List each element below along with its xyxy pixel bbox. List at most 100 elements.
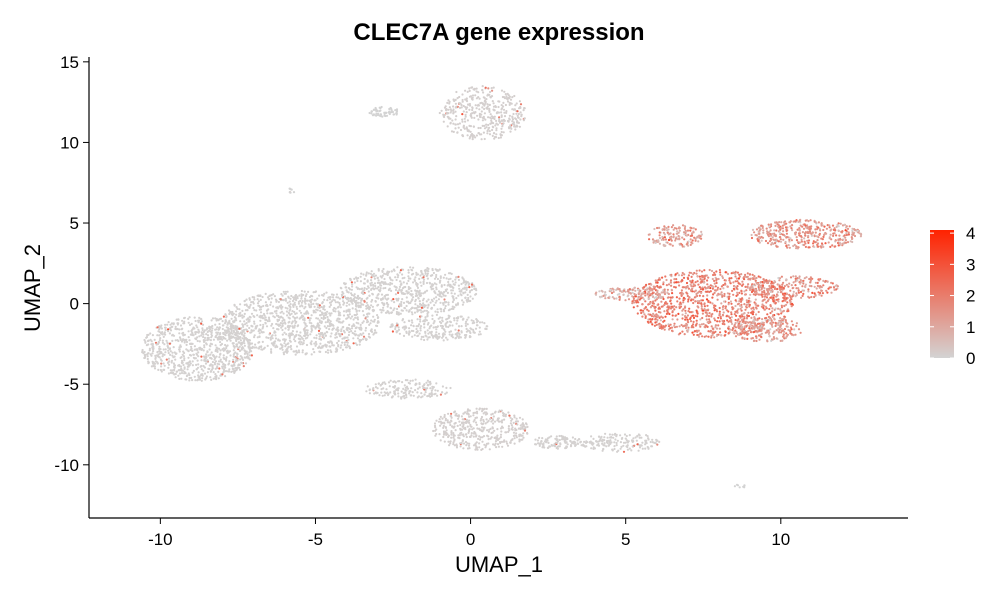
scatter-point — [637, 433, 641, 436]
scatter-point — [249, 331, 252, 334]
scatter-point — [426, 338, 429, 341]
scatter-point — [274, 346, 277, 349]
scatter-point — [450, 289, 453, 292]
scatter-point — [705, 318, 708, 321]
scatter-point — [413, 307, 416, 310]
scatter-point — [422, 310, 425, 313]
scatter-point — [283, 342, 286, 345]
scatter-point — [239, 303, 242, 306]
scatter-point — [377, 269, 380, 272]
scatter-point — [786, 301, 789, 304]
scatter-point — [238, 336, 241, 339]
scatter-point — [433, 290, 436, 293]
scatter-point — [555, 446, 558, 450]
scatter-point — [437, 420, 441, 423]
scatter-point — [470, 97, 474, 100]
scatter-point — [418, 293, 421, 296]
scatter-point — [465, 320, 468, 323]
scatter-point — [491, 89, 494, 92]
scatter-point — [558, 445, 561, 448]
scatter-point — [560, 438, 564, 441]
scatter-point — [394, 325, 397, 329]
scatter-point — [423, 326, 426, 329]
scatter-point — [326, 320, 330, 323]
scatter-point — [574, 441, 577, 444]
scatter-point — [329, 335, 332, 338]
scatter-point — [466, 425, 469, 428]
scatter-point — [361, 321, 364, 324]
scatter-point — [677, 274, 681, 277]
scatter-point — [678, 325, 681, 328]
scatter-point — [151, 347, 154, 350]
scatter-point — [658, 440, 661, 443]
scatter-point — [482, 435, 486, 438]
scatter-point — [407, 319, 410, 322]
scatter-point — [216, 318, 219, 321]
scatter-point — [352, 298, 355, 301]
scatter-point — [686, 314, 690, 317]
scatter-point — [541, 446, 544, 449]
scatter-point — [345, 309, 348, 312]
scatter-point — [350, 301, 353, 304]
scatter-point — [219, 374, 222, 377]
scatter-point — [430, 389, 433, 392]
scatter-point — [269, 303, 272, 306]
scatter-point — [242, 325, 245, 328]
scatter-point — [289, 308, 292, 311]
scatter-point — [229, 354, 232, 357]
scatter-point — [345, 304, 348, 307]
scatter-point — [252, 306, 255, 310]
scatter-point — [738, 300, 741, 303]
scatter-point — [376, 320, 380, 323]
scatter-point — [409, 301, 412, 305]
scatter-point — [418, 300, 421, 303]
scatter-point — [359, 333, 362, 336]
scatter-point — [169, 350, 172, 353]
scatter-point — [376, 314, 379, 317]
scatter-point — [149, 353, 152, 356]
scatter-point — [513, 442, 516, 445]
scatter-point — [504, 415, 507, 418]
scatter-point — [321, 313, 324, 316]
scatter-point — [717, 333, 720, 336]
scatter-point — [490, 95, 494, 98]
scatter-point — [224, 370, 228, 373]
scatter-point — [362, 273, 365, 276]
scatter-point — [414, 378, 417, 381]
scatter-point — [261, 340, 264, 343]
scatter-point — [387, 381, 391, 384]
scatter-point — [215, 346, 218, 349]
scatter-point — [465, 111, 468, 114]
scatter-point — [389, 391, 392, 394]
scatter-point — [306, 336, 309, 339]
scatter-point — [494, 436, 497, 439]
scatter-point — [462, 447, 465, 450]
scatter-point — [480, 415, 484, 419]
scatter-point — [169, 353, 172, 356]
scatter-point — [385, 388, 388, 391]
scatter-point — [274, 334, 277, 337]
scatter-point — [166, 323, 169, 326]
scatter-point — [415, 271, 418, 274]
scatter-point — [685, 322, 688, 325]
scatter-point — [428, 392, 431, 395]
scatter-point — [187, 321, 190, 324]
scatter-point — [730, 320, 733, 324]
scatter-point — [215, 355, 218, 358]
scatter-point — [496, 443, 500, 446]
scatter-point — [235, 345, 238, 348]
scatter-point — [168, 327, 171, 330]
scatter-point — [270, 297, 273, 300]
scatter-point — [241, 316, 244, 319]
scatter-point — [279, 298, 282, 301]
scatter-point — [465, 435, 468, 439]
scatter-point — [771, 310, 774, 313]
scatter-point — [376, 276, 379, 279]
scatter-point — [272, 315, 275, 318]
scatter-point — [160, 365, 163, 368]
scatter-point — [509, 124, 512, 127]
scatter-point — [235, 328, 238, 331]
scatter-point — [241, 330, 244, 334]
scatter-point — [523, 117, 526, 120]
scatter-point — [224, 343, 227, 347]
